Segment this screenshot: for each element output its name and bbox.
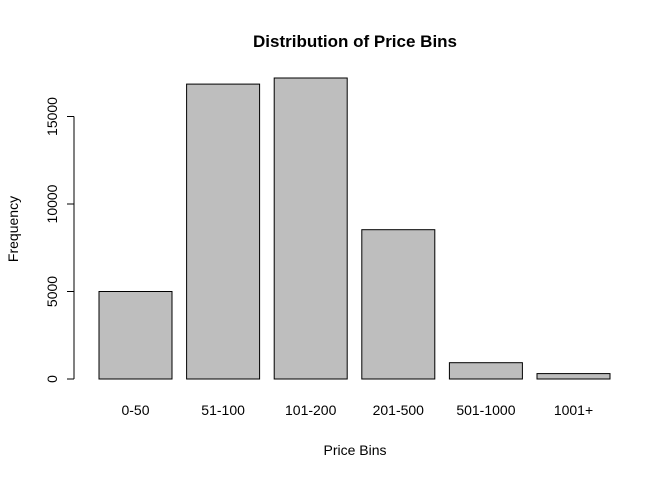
x-tick-label: 201-500 (373, 402, 425, 418)
x-tick-label: 51-100 (201, 402, 245, 418)
x-tick-label: 101-200 (285, 402, 337, 418)
chart-title: Distribution of Price Bins (253, 32, 457, 51)
bar-201-500 (361, 229, 436, 380)
bar-501-1000 (448, 362, 523, 380)
bar-51-100 (186, 83, 261, 380)
x-tick-label: 0-50 (121, 402, 149, 418)
y-tick-label: 10000 (44, 184, 60, 223)
y-tick-label: 0 (44, 375, 60, 383)
x-tick-label: 501-1000 (456, 402, 515, 418)
y-axis-label: Frequency (5, 196, 21, 262)
y-axis: 0 5000 10000 15000 (44, 97, 75, 383)
x-tick-label: 1001+ (554, 402, 593, 418)
bars (98, 77, 611, 380)
y-tick-label: 5000 (44, 276, 60, 307)
bar-1001+ (536, 373, 611, 380)
bar-0-50 (98, 291, 173, 380)
x-axis-tick-labels: 0-50 51-100 101-200 201-500 501-1000 1001+ (121, 402, 593, 418)
y-tick-label: 15000 (44, 97, 60, 136)
bar-101-200 (273, 77, 348, 380)
x-axis-label: Price Bins (323, 442, 386, 458)
